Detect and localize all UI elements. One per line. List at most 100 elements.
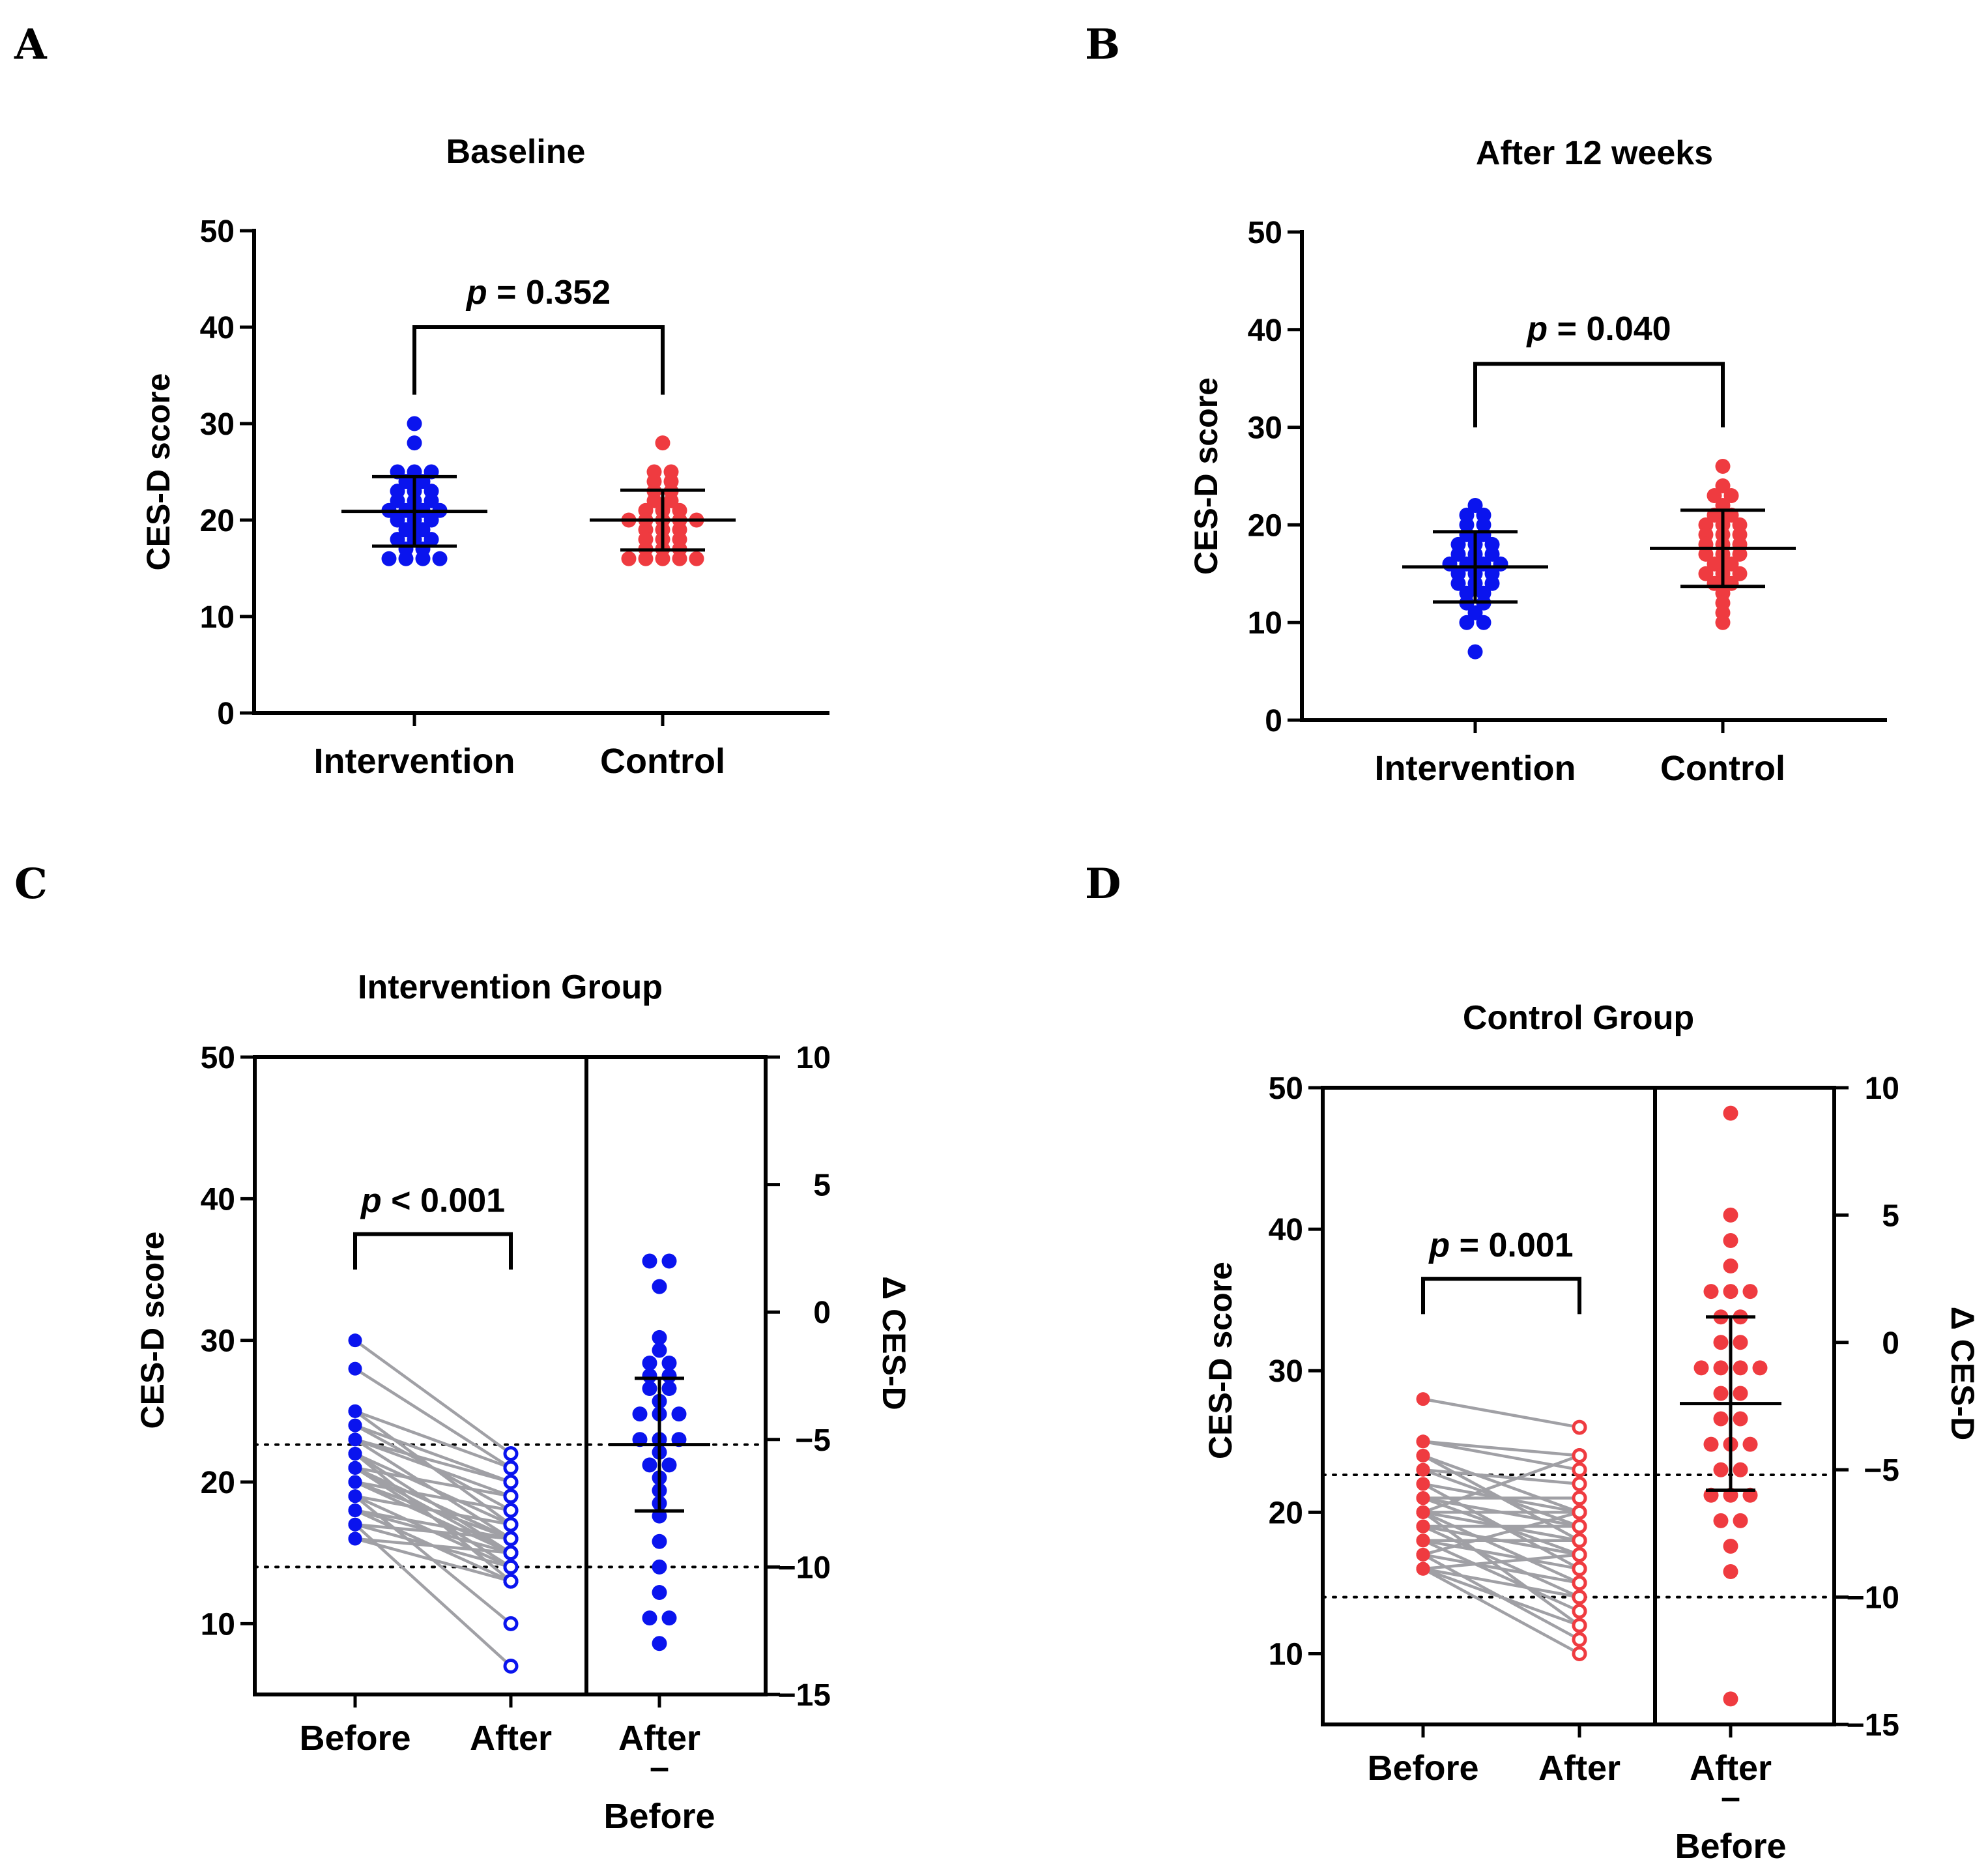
data-point-diff	[1733, 1335, 1748, 1350]
data-point-diff	[661, 1368, 677, 1384]
data-point-before	[348, 1461, 362, 1475]
data-point-after	[1572, 1618, 1587, 1633]
chart-title: After 12 weeks	[1476, 134, 1713, 172]
data-point-before	[1416, 1562, 1430, 1576]
y-tick-label: 40	[200, 311, 235, 345]
y-tick-label: 10	[1248, 606, 1282, 641]
data-point-before	[1416, 1477, 1430, 1491]
p-value-text: = 0.352	[487, 274, 611, 312]
y-tick-label: 30	[200, 407, 235, 442]
data-point-intervention	[390, 493, 405, 508]
p-value-label: p < 0.001	[360, 1182, 505, 1220]
data-point-before	[1416, 1533, 1430, 1548]
x-tick-label-diff-line3: Before	[603, 1797, 715, 1836]
y-tick-label: 20	[201, 1466, 235, 1500]
data-point-after	[1572, 1476, 1587, 1492]
significance-bracket	[353, 1232, 513, 1270]
data-point-intervention	[1476, 615, 1491, 630]
data-point-intervention	[398, 551, 414, 566]
data-point-control	[1698, 546, 1714, 562]
data-point-diff	[652, 1279, 667, 1294]
data-point-diff	[1723, 1284, 1738, 1300]
x-tick-label-before: Before	[1367, 1749, 1478, 1788]
data-point-control	[655, 551, 670, 566]
data-point-after	[503, 1531, 519, 1547]
data-point-after	[503, 1616, 519, 1631]
data-point-intervention	[1450, 546, 1466, 562]
paired-line	[354, 1480, 511, 1512]
data-point-intervention	[1484, 575, 1500, 591]
data-point-after	[503, 1659, 519, 1674]
data-point-intervention	[398, 522, 414, 538]
p-symbol: p	[360, 1182, 382, 1220]
y2-tick-label: −15	[778, 1678, 831, 1713]
y-tick-label: 30	[1248, 411, 1282, 446]
paired-line	[354, 1367, 512, 1470]
data-point-control	[1732, 566, 1748, 581]
data-point-diff	[661, 1381, 677, 1397]
paired-line	[1422, 1397, 1580, 1429]
data-point-after	[503, 1446, 519, 1462]
data-point-before	[1416, 1519, 1430, 1533]
paired-line	[354, 1522, 511, 1541]
x-tick-label: Control	[1660, 749, 1785, 788]
y2-tick-label: −10	[1847, 1581, 1899, 1616]
paired-line	[1422, 1511, 1580, 1584]
x-tick-label-diff-line1: After	[618, 1719, 700, 1758]
data-point-diff	[652, 1533, 667, 1549]
data-point-before	[1416, 1547, 1430, 1562]
y2-tick-label: 5	[813, 1169, 831, 1203]
chart-title: Baseline	[446, 133, 586, 171]
data-point-diff	[1713, 1386, 1729, 1401]
data-point-control	[1715, 478, 1731, 493]
significance-bracket	[1421, 1277, 1581, 1315]
y-tick-label: 20	[1248, 508, 1282, 543]
y2-tick-label: 5	[1882, 1199, 1899, 1233]
paired-line	[354, 1537, 511, 1554]
data-point-after	[1572, 1462, 1587, 1477]
data-point-diff	[652, 1559, 667, 1575]
y2-axis-label: Δ CES-D	[1944, 1307, 1981, 1440]
y2-tick-label: 0	[813, 1296, 831, 1330]
paired-line	[354, 1523, 512, 1668]
data-point-diff	[661, 1457, 677, 1473]
chart-title: Control Group	[1463, 999, 1694, 1037]
panel-letter: A	[14, 20, 48, 69]
y2-axis-label: Δ CES-D	[876, 1276, 912, 1410]
y-axis-label: CES-D score	[140, 373, 177, 571]
data-point-before	[348, 1489, 362, 1504]
data-point-diff	[671, 1406, 687, 1422]
paired-line	[1422, 1539, 1580, 1613]
y2-tick-label: 0	[1882, 1326, 1899, 1361]
data-point-control	[1723, 556, 1739, 572]
y-axis-label: CES-D score	[134, 1232, 171, 1429]
data-point-after	[1572, 1646, 1587, 1661]
data-point-diff	[1703, 1436, 1719, 1452]
y-tick-label: 0	[1265, 704, 1282, 738]
data-point-diff	[661, 1253, 677, 1269]
data-point-after	[1572, 1590, 1587, 1605]
data-point-diff	[652, 1585, 667, 1601]
y-tick-label: 10	[200, 600, 235, 635]
y-tick-label: 20	[200, 504, 235, 538]
data-point-after	[1572, 1419, 1587, 1435]
data-point-after	[503, 1474, 519, 1490]
data-point-control	[672, 551, 687, 566]
data-point-after	[503, 1489, 519, 1504]
data-point-diff	[1723, 1232, 1738, 1248]
data-point-before	[348, 1404, 362, 1418]
data-point-before	[1416, 1462, 1430, 1477]
data-point-diff	[661, 1610, 677, 1626]
data-point-before	[348, 1333, 362, 1348]
data-point-after	[503, 1502, 519, 1518]
data-point-diff	[1723, 1691, 1738, 1707]
paired-line	[354, 1452, 511, 1526]
paired-line	[1422, 1553, 1580, 1571]
y-tick-label: 10	[201, 1607, 235, 1642]
data-point-diff	[1713, 1462, 1729, 1477]
y-axis-label: CES-D score	[1188, 377, 1224, 575]
x-tick-label-after: After	[1538, 1749, 1621, 1788]
panel-c: C Intervention Group 10 20 30 40 50 −15 −10 −5 0 5 1…	[14, 860, 912, 1836]
p-value-label: p = 0.001	[1428, 1227, 1573, 1264]
